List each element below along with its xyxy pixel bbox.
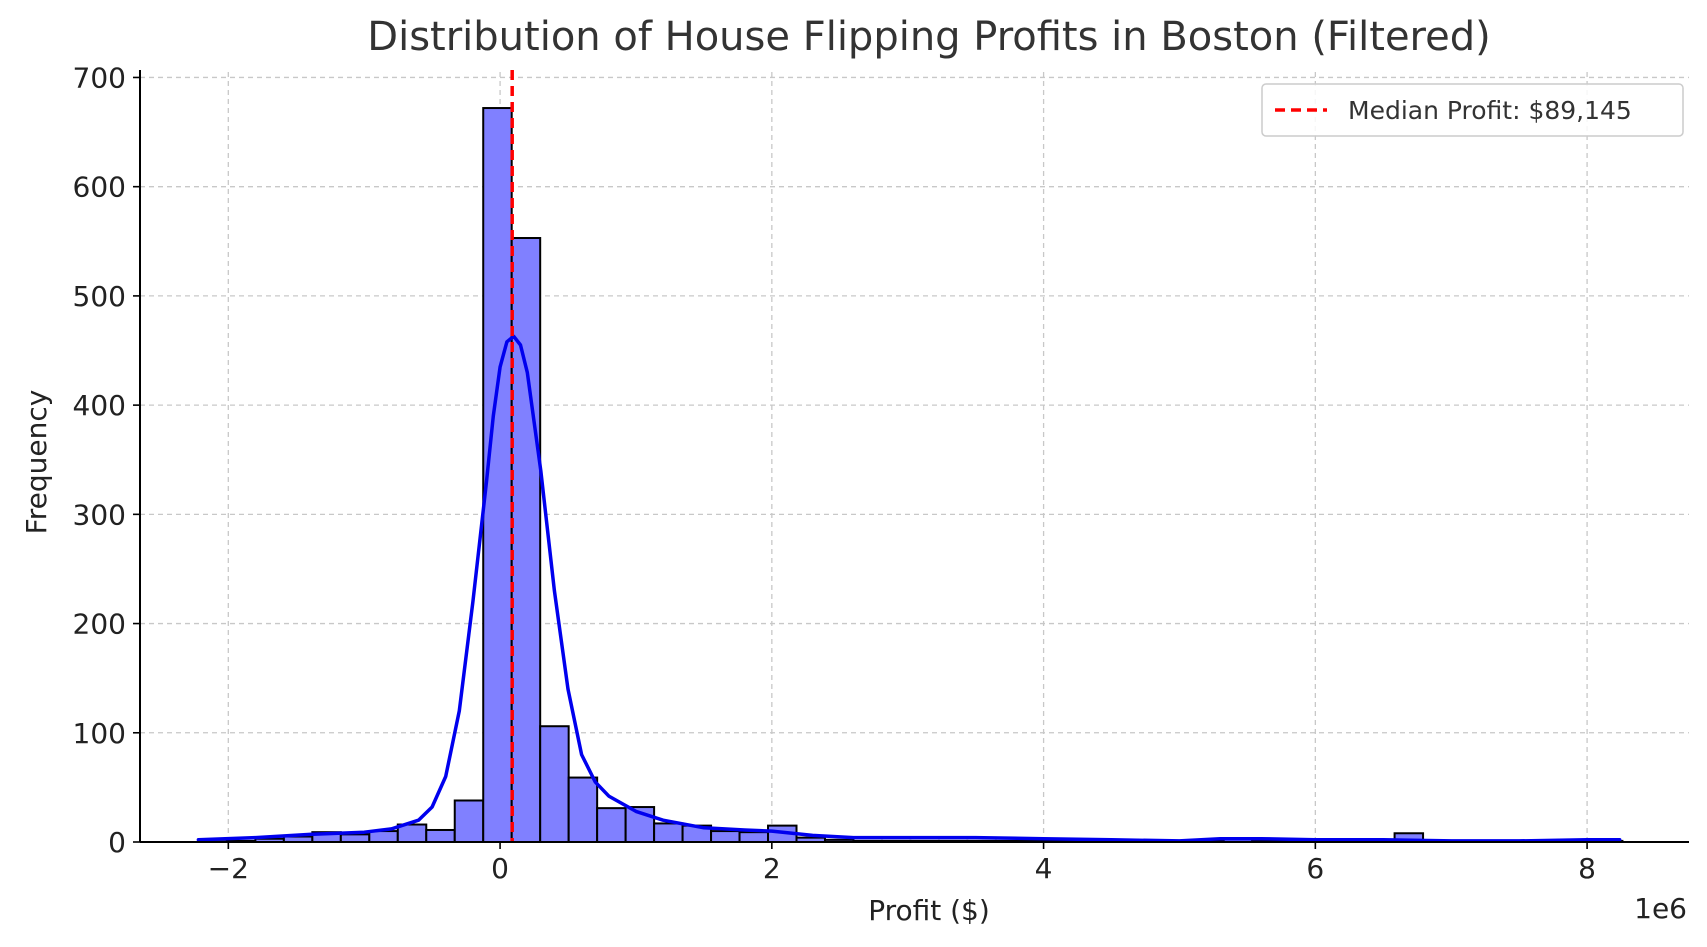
histogram-bar <box>653 822 684 843</box>
chart-title: Distribution of House Flipping Profits i… <box>367 14 1490 60</box>
y-tick-label: 400 <box>73 389 126 422</box>
y-tick-label: 100 <box>73 717 126 750</box>
x-offset-label: 1e6 <box>1634 892 1687 925</box>
histogram-bars <box>197 107 1624 844</box>
histogram-bar <box>425 828 456 844</box>
grid-lines <box>140 72 1689 843</box>
y-tick-label: 0 <box>108 826 126 859</box>
y-tick-label: 200 <box>73 608 126 641</box>
x-tick-label: 8 <box>1578 852 1596 885</box>
y-axis-label: Frequency <box>20 390 53 535</box>
histogram-bar <box>738 831 770 844</box>
y-tick-label: 500 <box>73 280 126 313</box>
y-tick-label: 300 <box>73 498 126 531</box>
axes <box>139 70 1689 843</box>
legend-box <box>1261 83 1684 137</box>
x-tick-label: 4 <box>1035 852 1053 885</box>
y-tick-label: 600 <box>73 171 126 204</box>
tick-marks: −2 0 2 4 6 8 0 100 200 300 400 500 600 700 <box>73 61 1596 885</box>
histogram-bar <box>453 799 485 844</box>
legend-median-label: Median Profit: $89,145 <box>1348 96 1632 125</box>
legend: Median Profit: $89,145 <box>1261 83 1684 137</box>
x-tick-label: 2 <box>763 852 781 885</box>
x-tick-label: 0 <box>491 852 509 885</box>
histogram-bar <box>539 725 570 843</box>
x-tick-label: 6 <box>1306 852 1324 885</box>
histogram-bar <box>596 807 627 843</box>
kde-curve <box>196 334 1622 843</box>
histogram-bar <box>510 237 542 844</box>
x-axis-label: Profit ($) <box>868 894 990 927</box>
histogram-bar <box>567 776 599 844</box>
histogram-bar <box>339 833 371 844</box>
kde-curve-group <box>196 334 1622 843</box>
histogram-bar <box>710 830 741 843</box>
y-tick-label: 700 <box>73 61 126 94</box>
x-tick-label: −2 <box>208 852 249 885</box>
